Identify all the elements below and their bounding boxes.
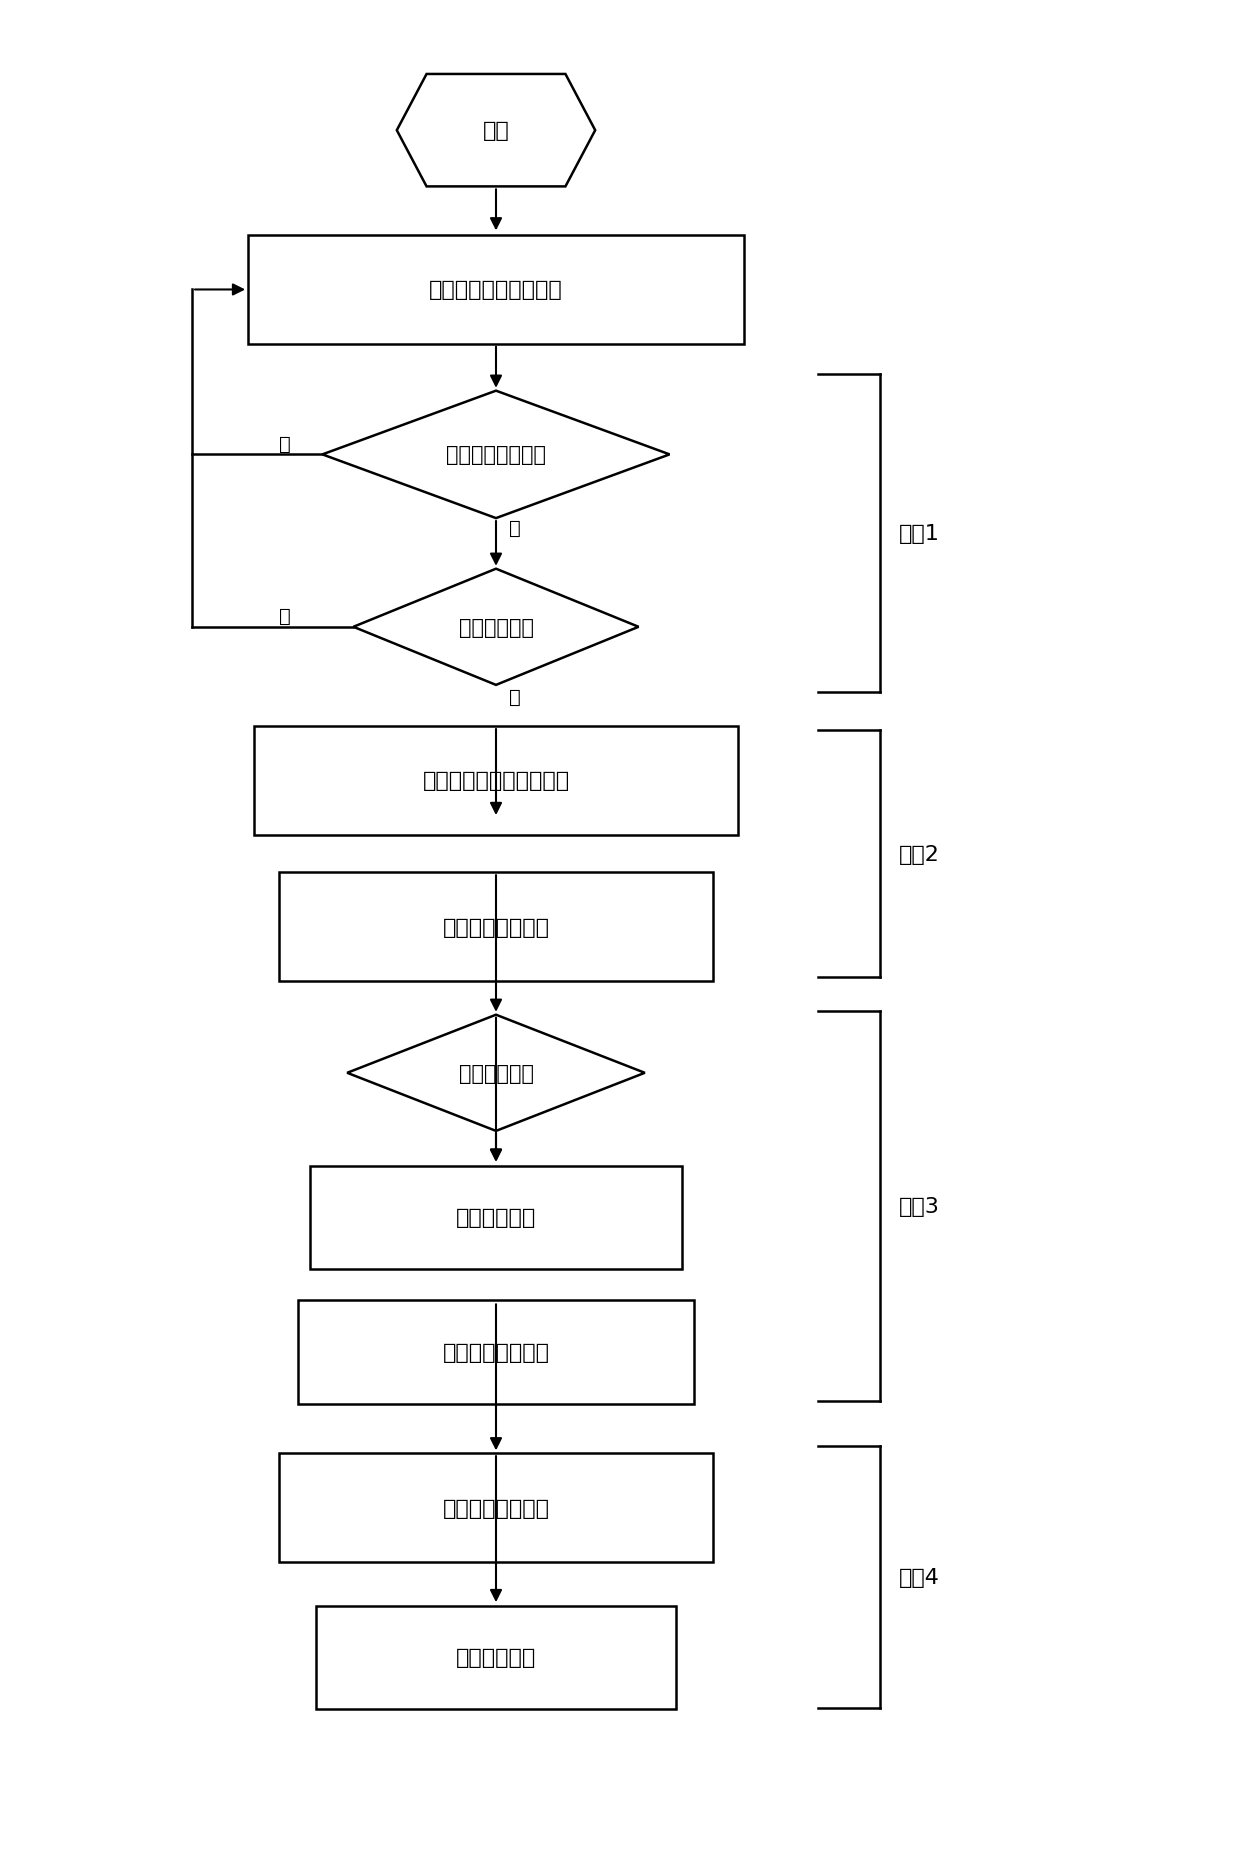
Text: 步骤2: 步骤2 bbox=[899, 845, 940, 863]
Polygon shape bbox=[397, 75, 595, 187]
Text: 策略等级判断: 策略等级判断 bbox=[459, 1064, 533, 1083]
Text: 获取在线监视与分析结果: 获取在线监视与分析结果 bbox=[423, 772, 569, 790]
Text: 是: 是 bbox=[508, 687, 521, 706]
Text: 是否低频振荡告警: 是否低频振荡告警 bbox=[446, 446, 546, 465]
FancyBboxPatch shape bbox=[279, 1453, 713, 1562]
FancyBboxPatch shape bbox=[298, 1300, 694, 1405]
Text: 启动策略匹配: 启动策略匹配 bbox=[459, 618, 533, 637]
Text: 是: 是 bbox=[508, 519, 521, 538]
Text: 策略结果入库: 策略结果入库 bbox=[456, 1648, 536, 1667]
Text: 搜索辅助策略: 搜索辅助策略 bbox=[456, 1208, 536, 1227]
Text: 获取离线辅助策略: 获取离线辅助策略 bbox=[443, 918, 549, 936]
FancyBboxPatch shape bbox=[316, 1605, 676, 1708]
Text: 步骤1: 步骤1 bbox=[899, 524, 940, 543]
Text: 控制措施约束检查: 控制措施约束检查 bbox=[443, 1343, 549, 1362]
FancyBboxPatch shape bbox=[248, 236, 744, 345]
Text: 否: 否 bbox=[279, 607, 291, 626]
Polygon shape bbox=[322, 391, 670, 519]
Polygon shape bbox=[353, 569, 639, 686]
Polygon shape bbox=[347, 1015, 645, 1131]
Text: 开始: 开始 bbox=[482, 122, 510, 140]
FancyBboxPatch shape bbox=[310, 1165, 682, 1270]
Text: 组织辅助控制措施: 组织辅助控制措施 bbox=[443, 1498, 549, 1517]
Text: 步骤4: 步骤4 bbox=[899, 1568, 940, 1586]
FancyBboxPatch shape bbox=[254, 727, 738, 835]
Text: 步骤3: 步骤3 bbox=[899, 1197, 940, 1216]
Text: 否: 否 bbox=[279, 435, 291, 453]
Text: 访问实时库，检查状态: 访问实时库，检查状态 bbox=[429, 281, 563, 300]
FancyBboxPatch shape bbox=[279, 873, 713, 981]
